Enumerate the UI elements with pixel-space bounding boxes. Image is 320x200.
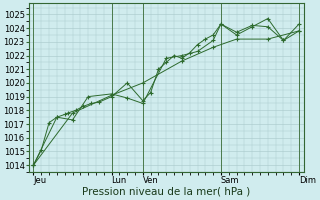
X-axis label: Pression niveau de la mer( hPa ): Pression niveau de la mer( hPa ) — [82, 187, 250, 197]
